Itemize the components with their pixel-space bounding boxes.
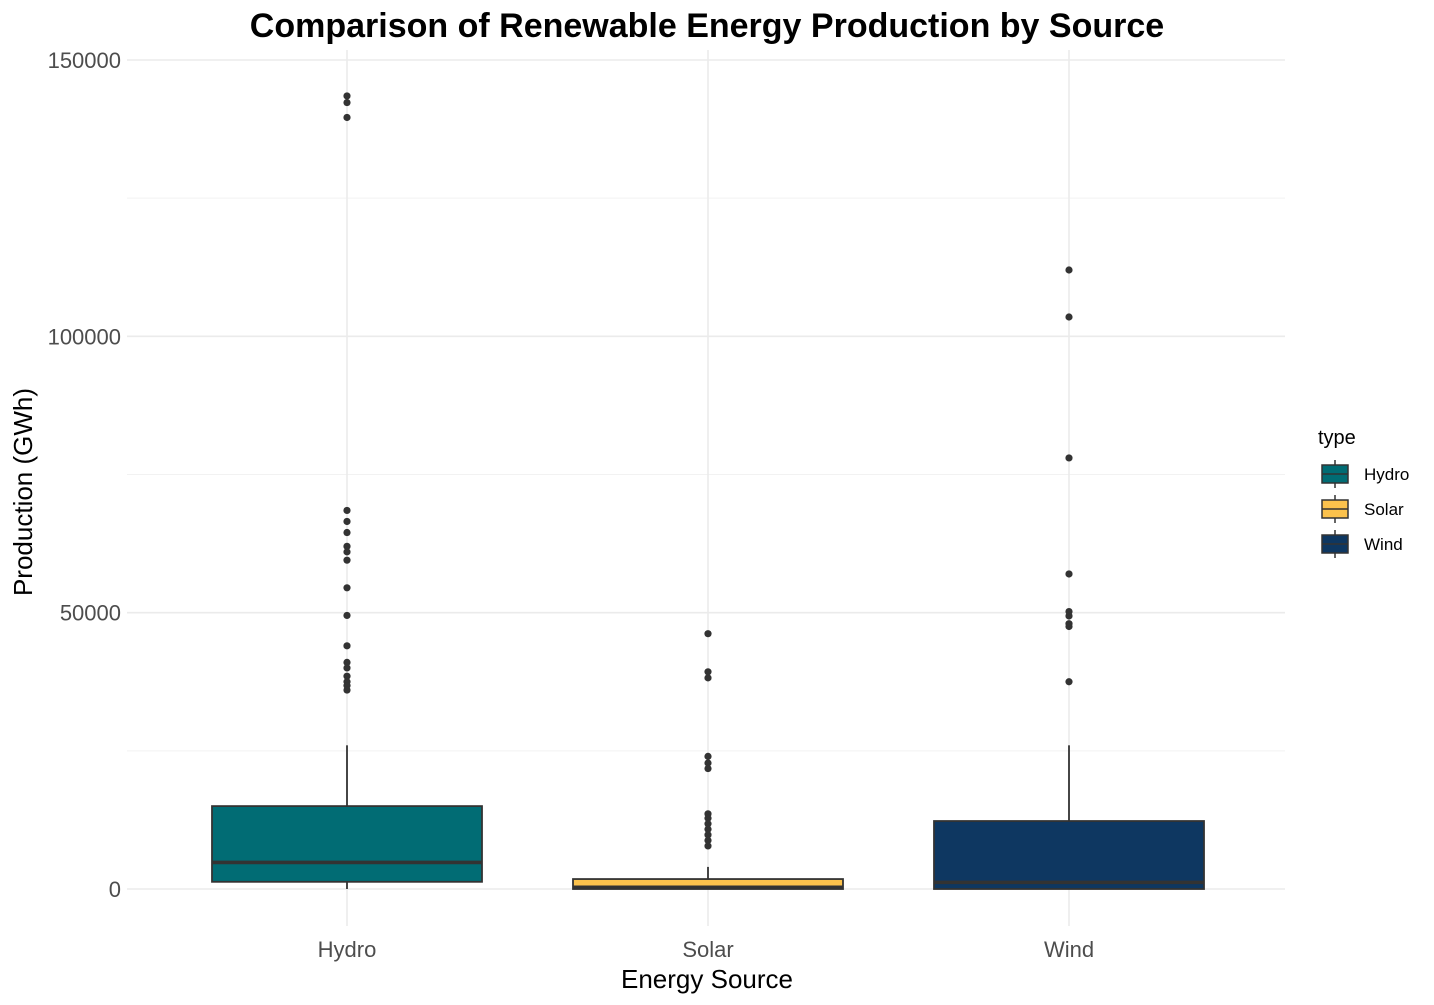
outlier-point	[343, 548, 351, 556]
y-tick-label: 150000	[48, 48, 121, 73]
outlier-point	[1065, 678, 1073, 686]
outlier-point	[343, 542, 351, 550]
x-tick-label: Hydro	[318, 937, 377, 962]
chart-title: Comparison of Renewable Energy Productio…	[250, 7, 1164, 45]
outlier-point	[704, 814, 712, 822]
outlier-point	[343, 506, 351, 515]
outlier-point	[343, 642, 351, 650]
outlier-point	[704, 674, 712, 682]
legend-item-hydro: Hydro	[1321, 460, 1409, 488]
outlier-point	[704, 668, 712, 676]
legend-label: Solar	[1364, 500, 1404, 519]
y-tick-label: 100000	[48, 324, 121, 349]
outlier-point	[1065, 622, 1073, 631]
y-tick-label: 50000	[60, 601, 121, 626]
outlier-point	[343, 658, 351, 667]
outlier-point	[1065, 313, 1073, 321]
outlier-point	[343, 517, 351, 526]
outlier-point	[704, 764, 712, 773]
legend: type Hydro Solar Wind	[1318, 427, 1409, 558]
outlier-point	[704, 759, 712, 767]
x-axis-title: Energy Source	[621, 964, 793, 994]
box-body	[933, 820, 1205, 890]
box-solar	[572, 630, 844, 890]
outlier-point	[704, 752, 712, 760]
legend-items: Hydro Solar Wind	[1321, 460, 1409, 558]
legend-item-wind: Wind	[1321, 530, 1403, 558]
outlier-point	[1065, 266, 1073, 274]
outlier-point	[343, 584, 351, 592]
y-tick-label: 0	[109, 877, 121, 902]
grid-lines	[127, 50, 1285, 926]
outlier-point	[343, 113, 351, 122]
outlier-point	[343, 528, 351, 537]
outlier-point	[704, 836, 712, 844]
legend-item-solar: Solar	[1321, 495, 1404, 523]
box-body	[211, 805, 483, 883]
outlier-point	[343, 611, 351, 620]
outlier-point	[1065, 454, 1073, 462]
outlier-point	[343, 92, 351, 100]
outlier-point	[343, 686, 351, 694]
outlier-point	[343, 98, 351, 107]
outlier-point	[343, 664, 351, 672]
outlier-point	[343, 556, 351, 564]
outlier-point	[1065, 570, 1073, 578]
legend-title: type	[1318, 427, 1356, 449]
outlier-point	[704, 630, 712, 638]
x-tick-label: Solar	[682, 937, 733, 962]
box-wind	[933, 266, 1205, 890]
legend-label: Wind	[1364, 535, 1403, 554]
outlier-point	[704, 842, 712, 850]
legend-label: Hydro	[1364, 465, 1409, 484]
y-axis-title: Production (GWh)	[8, 388, 38, 596]
box-layer	[211, 92, 1205, 890]
outlier-point	[343, 672, 351, 680]
outlier-point	[704, 825, 712, 833]
outlier-point	[1065, 612, 1073, 620]
outlier-point	[704, 831, 712, 839]
axis-ticks: 0 50000 100000 150000 Hydro Solar Wind	[48, 48, 1094, 962]
x-tick-label: Wind	[1044, 937, 1094, 962]
box-hydro	[211, 92, 483, 889]
outlier-point	[704, 820, 712, 828]
